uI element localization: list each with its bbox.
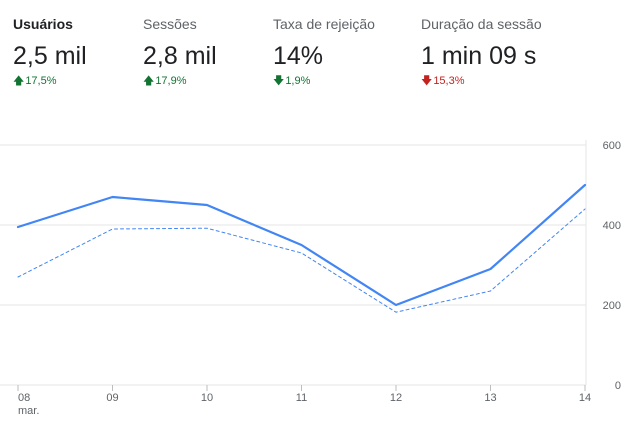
metric-card-sessoes[interactable]: Sessões 2,8 mil 🡅17,9%	[143, 14, 217, 88]
x-tick-label: 08	[18, 392, 30, 404]
arrow-up-icon: 🡅	[143, 75, 155, 87]
metric-change: 🡇1,9%	[273, 74, 375, 88]
metric-label: Sessões	[143, 16, 197, 32]
x-tick-label: 09	[106, 392, 118, 404]
metric-label: Usuários	[13, 16, 73, 32]
arrow-down-icon: 🡇	[421, 75, 433, 87]
x-tick-label: 11	[296, 392, 307, 404]
metric-change-value: 17,5%	[25, 75, 57, 87]
y-tick-label: 200	[603, 300, 621, 312]
metric-value: 2,5 mil	[13, 42, 87, 70]
y-tick-label: 600	[603, 140, 621, 152]
metric-value: 2,8 mil	[143, 42, 217, 70]
arrow-up-icon: 🡅	[13, 75, 25, 87]
metric-label: Duração da sessão	[421, 16, 542, 32]
metric-change-value: 15,3%	[433, 75, 465, 87]
series-line-previous-period	[17, 208, 586, 313]
series-line-current-period	[16, 183, 587, 307]
x-tick-label: 13	[484, 392, 496, 404]
metric-card-taxa-de-rejeicao[interactable]: Taxa de rejeição 14% 🡇1,9%	[273, 14, 375, 88]
metric-change: 🡅17,5%	[13, 74, 87, 88]
metric-change-value: 17,9%	[155, 75, 187, 87]
x-tick-label: 12	[390, 392, 402, 404]
metric-change: 🡅17,9%	[143, 74, 217, 88]
metric-change-value: 1,9%	[285, 75, 311, 87]
metric-value: 14%	[273, 42, 324, 70]
y-tick-label: 400	[603, 220, 621, 232]
metric-label: Taxa de rejeição	[273, 16, 375, 32]
metric-card-duracao-da-sessao[interactable]: Duração da sessão 1 min 09 s 🡇15,3%	[421, 14, 542, 88]
arrow-down-icon: 🡇	[273, 75, 285, 87]
metric-change: 🡇15,3%	[421, 74, 542, 88]
x-tick-sublabel: mar.	[18, 405, 39, 417]
x-tick-label: 14	[579, 392, 591, 404]
x-tick-label: 10	[201, 392, 213, 404]
y-tick-label: 0	[615, 380, 621, 392]
metric-card-usuarios[interactable]: Usuários 2,5 mil 🡅17,5%	[13, 14, 87, 88]
metric-value: 1 min 09 s	[421, 42, 537, 70]
metrics-summary: Usuários 2,5 mil 🡅17,5% Sessões 2,8 mil …	[0, 0, 633, 100]
